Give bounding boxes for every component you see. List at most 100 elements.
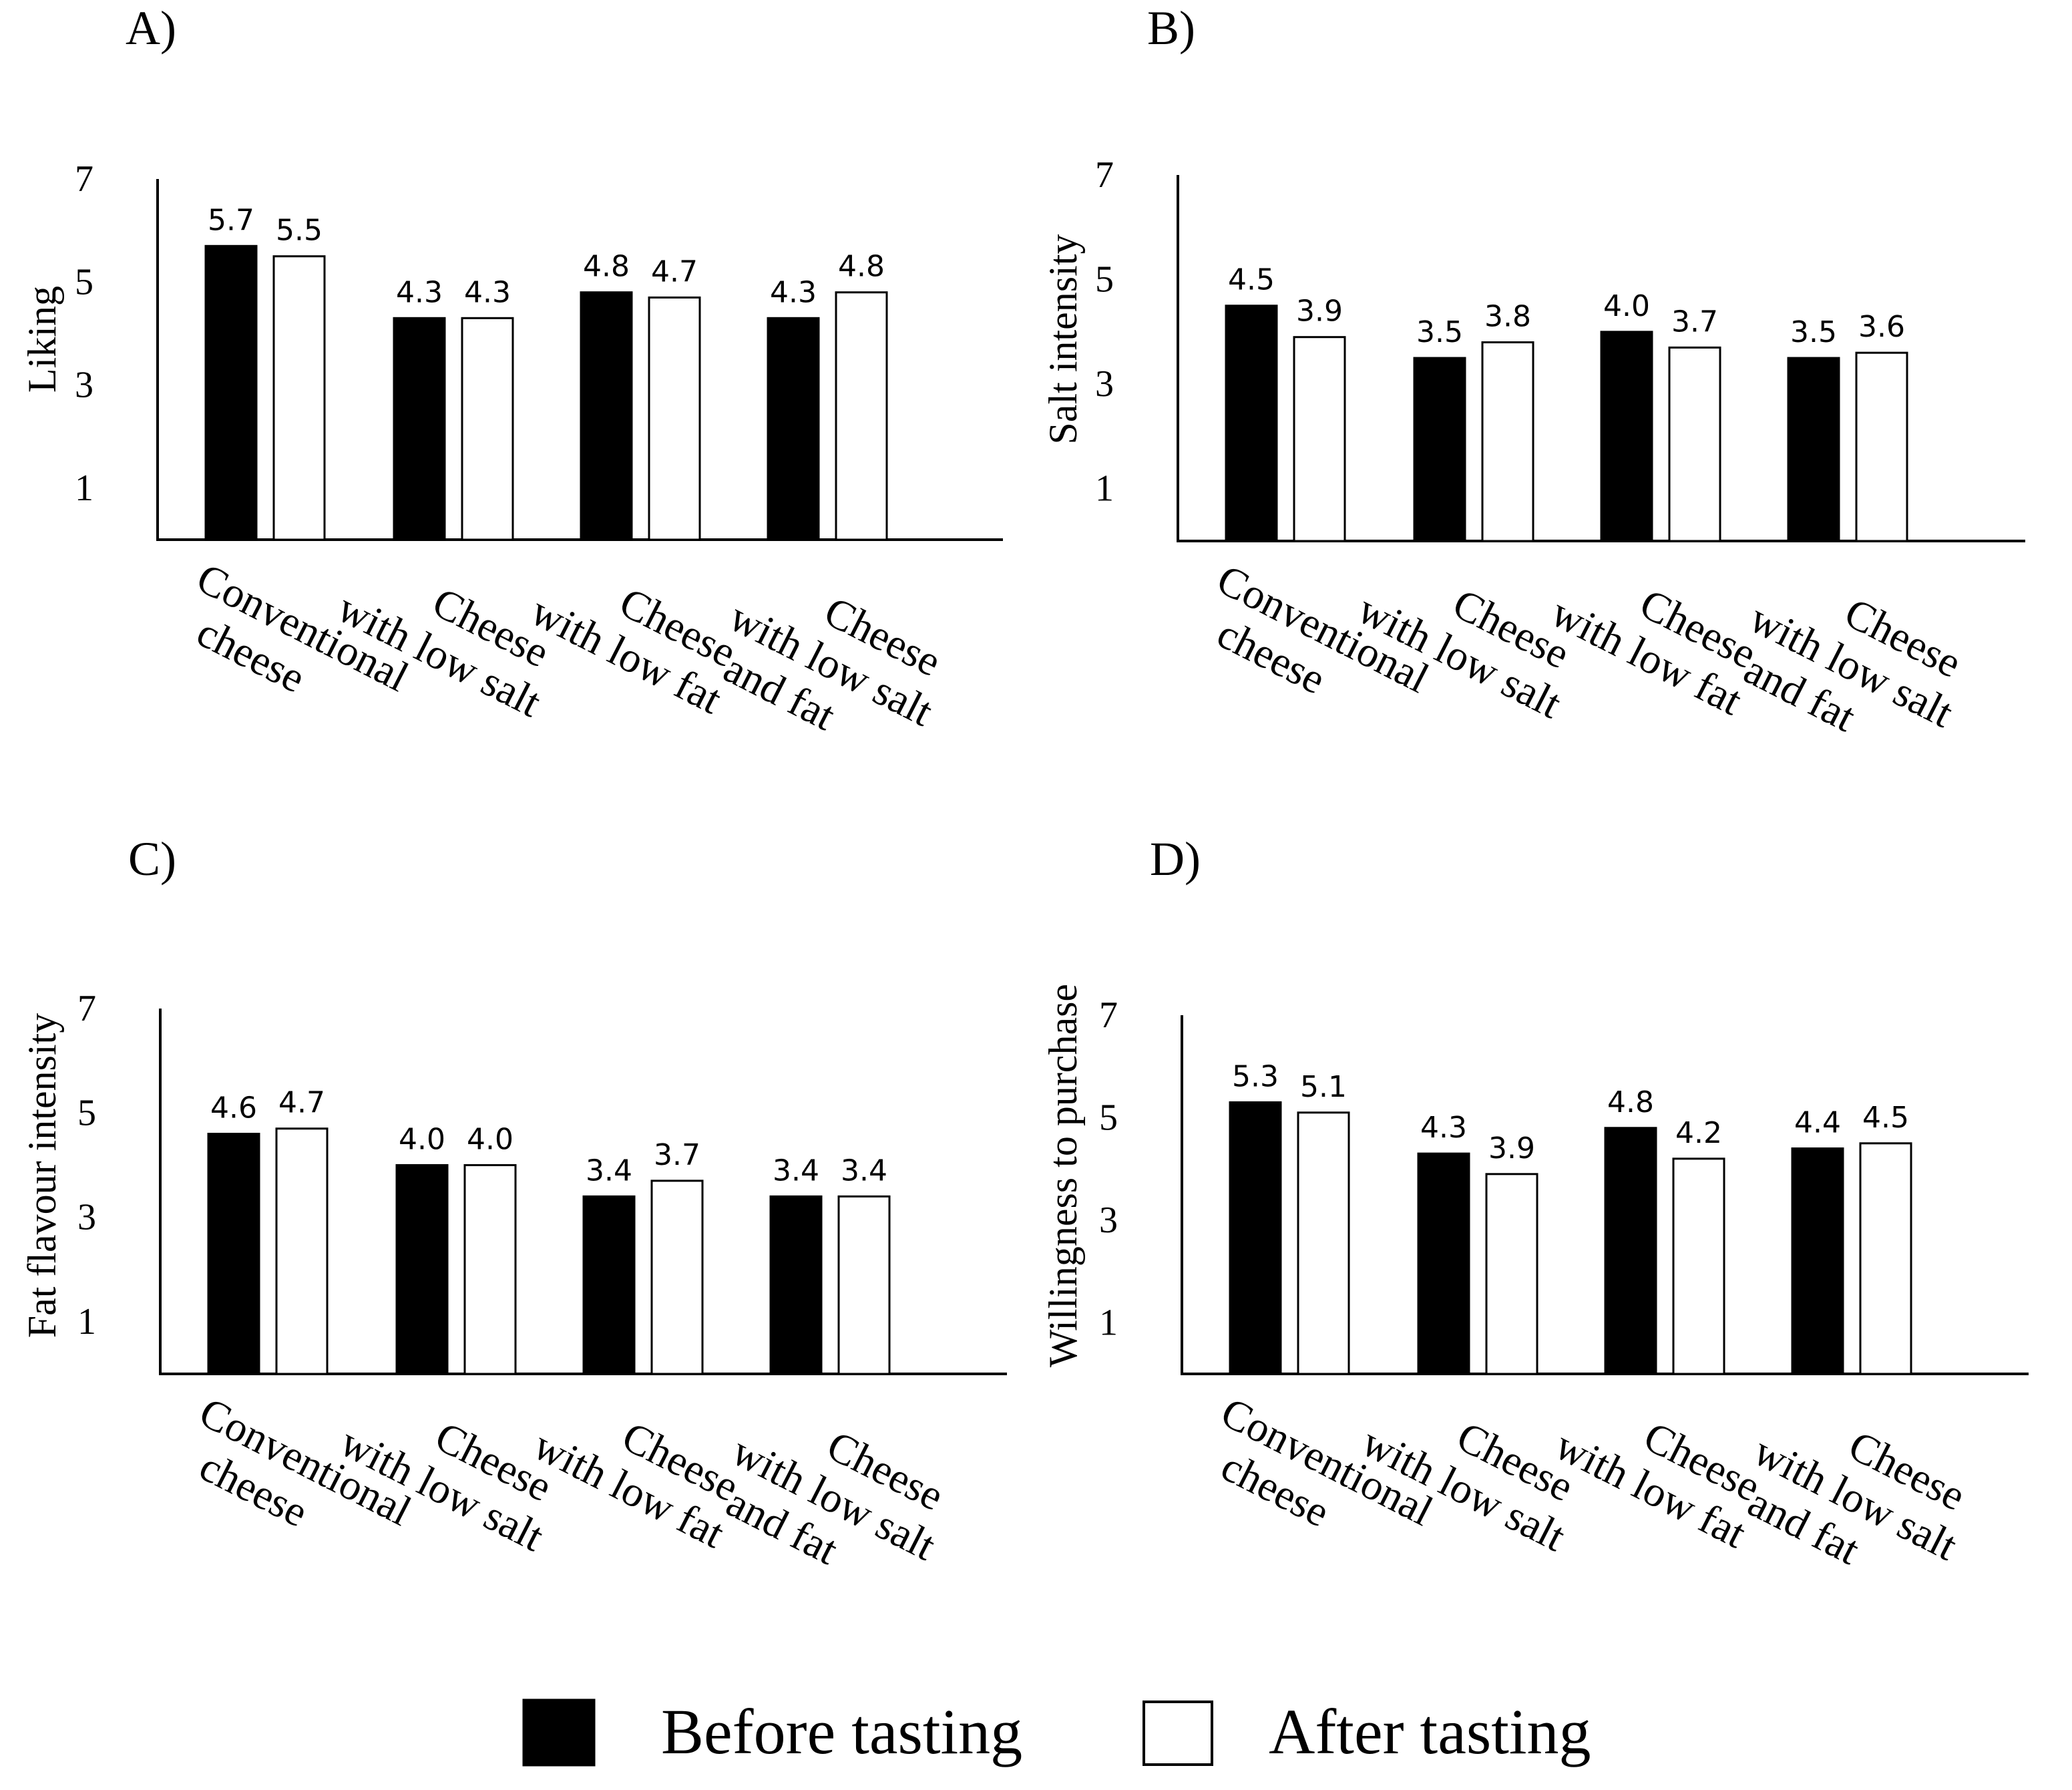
data-label: 4.3 bbox=[396, 275, 443, 309]
data-label: 4.4 bbox=[1794, 1105, 1841, 1139]
bar-after-3 bbox=[650, 1180, 704, 1375]
bar-before-2 bbox=[1413, 357, 1466, 542]
data-label: 5.1 bbox=[1300, 1070, 1347, 1104]
data-label: 3.6 bbox=[1858, 310, 1905, 344]
y-tick-label: 3 bbox=[75, 365, 93, 406]
legend: Before tasting After tasting bbox=[522, 1696, 1591, 1767]
data-label: 4.8 bbox=[838, 250, 885, 284]
data-label: 3.4 bbox=[841, 1153, 887, 1188]
data-label: 4.0 bbox=[399, 1122, 445, 1156]
y-tick-label: 5 bbox=[1095, 259, 1114, 301]
bar-before-4 bbox=[769, 1195, 823, 1375]
y-tick-label: 7 bbox=[77, 988, 96, 1029]
data-label: 4.3 bbox=[770, 275, 817, 309]
y-axis-title: Salt intensity bbox=[1041, 234, 1085, 445]
y-tick-label: 1 bbox=[77, 1301, 96, 1342]
bar-after-2 bbox=[463, 1164, 517, 1375]
legend-label-before: Before tasting bbox=[661, 1696, 1022, 1767]
data-label: 3.8 bbox=[1484, 300, 1531, 334]
legend-swatch-after bbox=[1143, 1700, 1213, 1766]
bar-before-3 bbox=[1604, 1127, 1657, 1375]
bar-before-3 bbox=[580, 291, 633, 541]
data-label: 4.0 bbox=[1603, 289, 1650, 323]
bar-before-1 bbox=[1229, 1101, 1282, 1375]
bar-after-2 bbox=[1485, 1173, 1538, 1375]
data-label: 4.3 bbox=[1420, 1111, 1467, 1145]
bar-after-4 bbox=[1855, 351, 1908, 542]
bar-after-2 bbox=[1481, 341, 1534, 542]
bar-before-3 bbox=[1600, 331, 1653, 542]
legend-swatch-before bbox=[522, 1698, 596, 1767]
y-tick-label: 7 bbox=[1095, 154, 1114, 196]
data-label: 4.5 bbox=[1862, 1101, 1909, 1135]
data-label: 3.5 bbox=[1790, 315, 1837, 349]
bar-after-3 bbox=[1672, 1157, 1725, 1375]
bar-after-1 bbox=[272, 255, 326, 541]
y-tick-label: 3 bbox=[1095, 363, 1114, 405]
bar-before-1 bbox=[204, 244, 258, 541]
y-tick-label: 1 bbox=[1095, 468, 1114, 510]
bar-before-2 bbox=[1417, 1152, 1470, 1375]
y-tick-label: 3 bbox=[1099, 1200, 1118, 1241]
y-tick-label: 7 bbox=[75, 158, 93, 200]
data-label: 5.5 bbox=[276, 214, 323, 248]
data-label: 4.3 bbox=[464, 275, 511, 309]
legend-label-after: After tasting bbox=[1269, 1696, 1591, 1767]
panel-label: A) bbox=[126, 1, 176, 55]
y-axis-title: Liking bbox=[20, 286, 64, 393]
bar-before-4 bbox=[1791, 1147, 1844, 1375]
bar-after-3 bbox=[1668, 346, 1721, 542]
data-label: 5.3 bbox=[1232, 1059, 1279, 1093]
bar-before-4 bbox=[767, 317, 820, 541]
data-label: 4.7 bbox=[651, 254, 698, 289]
data-label: 3.4 bbox=[773, 1153, 819, 1188]
data-label: 4.8 bbox=[583, 250, 630, 284]
y-axis-title: Fat flavour intensity bbox=[20, 1013, 64, 1338]
bar-before-3 bbox=[582, 1195, 636, 1375]
data-label: 3.5 bbox=[1416, 315, 1463, 349]
data-label: 3.9 bbox=[1488, 1131, 1535, 1166]
bar-after-1 bbox=[275, 1127, 329, 1375]
bar-before-2 bbox=[395, 1164, 449, 1375]
bar-after-4 bbox=[835, 291, 888, 541]
bar-after-3 bbox=[648, 296, 701, 541]
bar-after-4 bbox=[837, 1195, 891, 1375]
y-tick-label: 1 bbox=[1099, 1302, 1118, 1343]
y-axis-title: Willingness to purchase bbox=[1041, 984, 1085, 1367]
data-label: 4.5 bbox=[1228, 263, 1275, 297]
panel-label: D) bbox=[1150, 832, 1201, 886]
data-label: 4.7 bbox=[278, 1086, 325, 1120]
panel-label: B) bbox=[1147, 1, 1195, 55]
y-tick-label: 5 bbox=[1099, 1097, 1118, 1138]
bar-after-1 bbox=[1297, 1111, 1350, 1375]
data-label: 4.2 bbox=[1675, 1116, 1722, 1150]
bar-before-1 bbox=[1225, 305, 1278, 542]
y-tick-label: 1 bbox=[75, 468, 93, 509]
y-tick-label: 5 bbox=[75, 261, 93, 303]
data-label: 3.4 bbox=[586, 1153, 632, 1188]
data-label: 3.7 bbox=[1671, 305, 1718, 339]
y-tick-label: 5 bbox=[77, 1092, 96, 1133]
chart-panel-2: B)Salt intensity13574.53.9Conventionalch… bbox=[1041, 1, 2025, 741]
bar-before-2 bbox=[393, 317, 446, 541]
bar-after-1 bbox=[1293, 336, 1346, 542]
bar-before-4 bbox=[1787, 357, 1840, 542]
data-label: 4.6 bbox=[210, 1091, 257, 1125]
data-label: 4.0 bbox=[467, 1122, 513, 1156]
data-label: 3.9 bbox=[1296, 295, 1343, 329]
data-label: 3.7 bbox=[654, 1138, 700, 1172]
y-tick-label: 3 bbox=[77, 1197, 96, 1238]
bar-after-4 bbox=[1859, 1142, 1912, 1375]
